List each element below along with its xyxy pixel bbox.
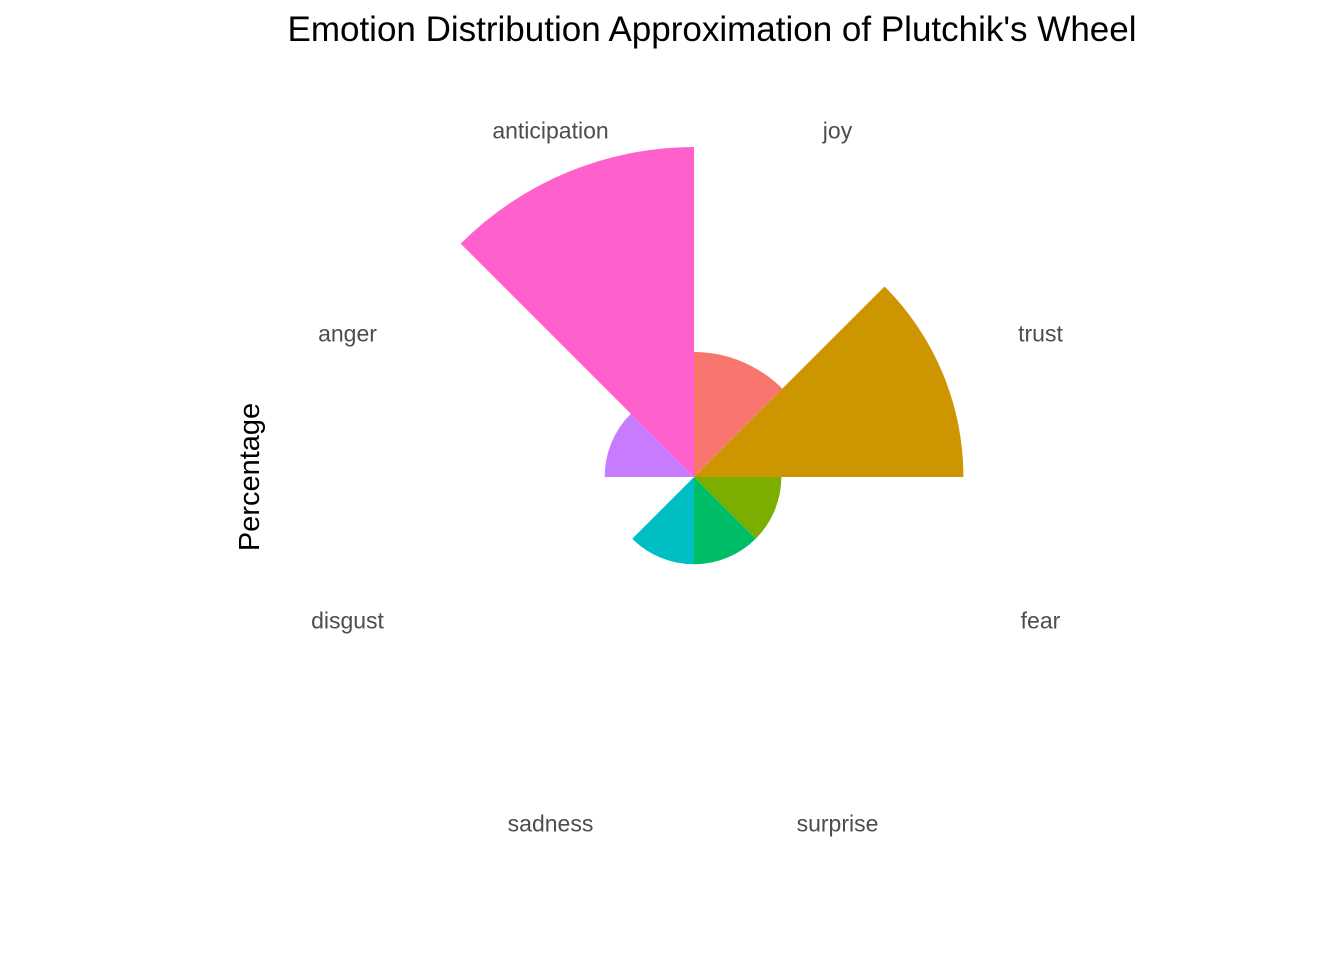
- category-label-surprise: surprise: [797, 811, 879, 837]
- wedge-anger: [604, 413, 694, 477]
- category-label-joy: joy: [822, 118, 853, 144]
- category-label-fear: fear: [1021, 608, 1061, 634]
- category-label-trust: trust: [1018, 321, 1063, 347]
- y-axis-label: Percentage: [234, 403, 266, 551]
- category-label-sadness: sadness: [508, 811, 594, 837]
- category-label-anticipation: anticipation: [492, 118, 608, 144]
- wedge-fear: [694, 477, 782, 539]
- chart-title: Emotion Distribution Approximation of Pl…: [287, 10, 1136, 49]
- category-label-anger: anger: [318, 321, 377, 347]
- category-label-disgust: disgust: [311, 608, 384, 634]
- wedge-sadness: [632, 477, 694, 565]
- wedge-joy: [694, 352, 783, 477]
- wedge-surprise: [694, 477, 756, 565]
- wedge-group: [460, 147, 964, 565]
- wedge-anticipation: [460, 147, 694, 477]
- category-label-group: joy trust fear surprise sadness disgust anger a…: [311, 118, 1063, 837]
- wedge-trust: [694, 286, 964, 477]
